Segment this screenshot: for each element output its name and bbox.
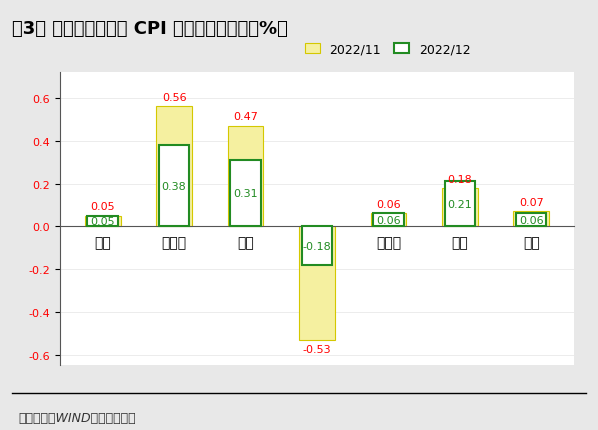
Bar — [228, 126, 263, 227]
Bar — [230, 161, 261, 227]
Bar — [85, 216, 121, 227]
Bar — [442, 188, 478, 227]
Bar — [373, 214, 404, 227]
Text: -0.18: -0.18 — [303, 241, 331, 251]
Text: 0.31: 0.31 — [233, 189, 258, 199]
Text: 0.05: 0.05 — [90, 202, 115, 212]
Text: 0.06: 0.06 — [519, 215, 544, 225]
Text: 0.05: 0.05 — [90, 216, 115, 227]
Bar — [513, 212, 549, 227]
Text: 0.21: 0.21 — [447, 200, 472, 209]
Text: 资料来源：WIND，财信研究院: 资料来源：WIND，财信研究院 — [18, 411, 136, 424]
Text: 0.18: 0.18 — [447, 174, 472, 184]
Bar — [445, 182, 475, 227]
Text: 图3： 主要食品分项对 CPI 同比的拉动作用（%）: 图3： 主要食品分项对 CPI 同比的拉动作用（%） — [12, 20, 288, 38]
Bar — [371, 214, 406, 227]
Text: 0.38: 0.38 — [161, 181, 187, 191]
Text: 0.06: 0.06 — [376, 215, 401, 225]
Text: 0.06: 0.06 — [376, 200, 401, 210]
Text: 0.56: 0.56 — [162, 93, 187, 103]
Text: -0.53: -0.53 — [303, 344, 331, 354]
Bar — [159, 146, 189, 227]
Text: 0.07: 0.07 — [519, 197, 544, 208]
Bar — [299, 227, 335, 340]
Text: 0.47: 0.47 — [233, 112, 258, 122]
Bar — [516, 214, 547, 227]
Bar — [156, 107, 192, 227]
Bar — [87, 216, 118, 227]
Bar — [302, 227, 332, 265]
Legend: 2022/11, 2022/12: 2022/11, 2022/12 — [300, 38, 475, 61]
